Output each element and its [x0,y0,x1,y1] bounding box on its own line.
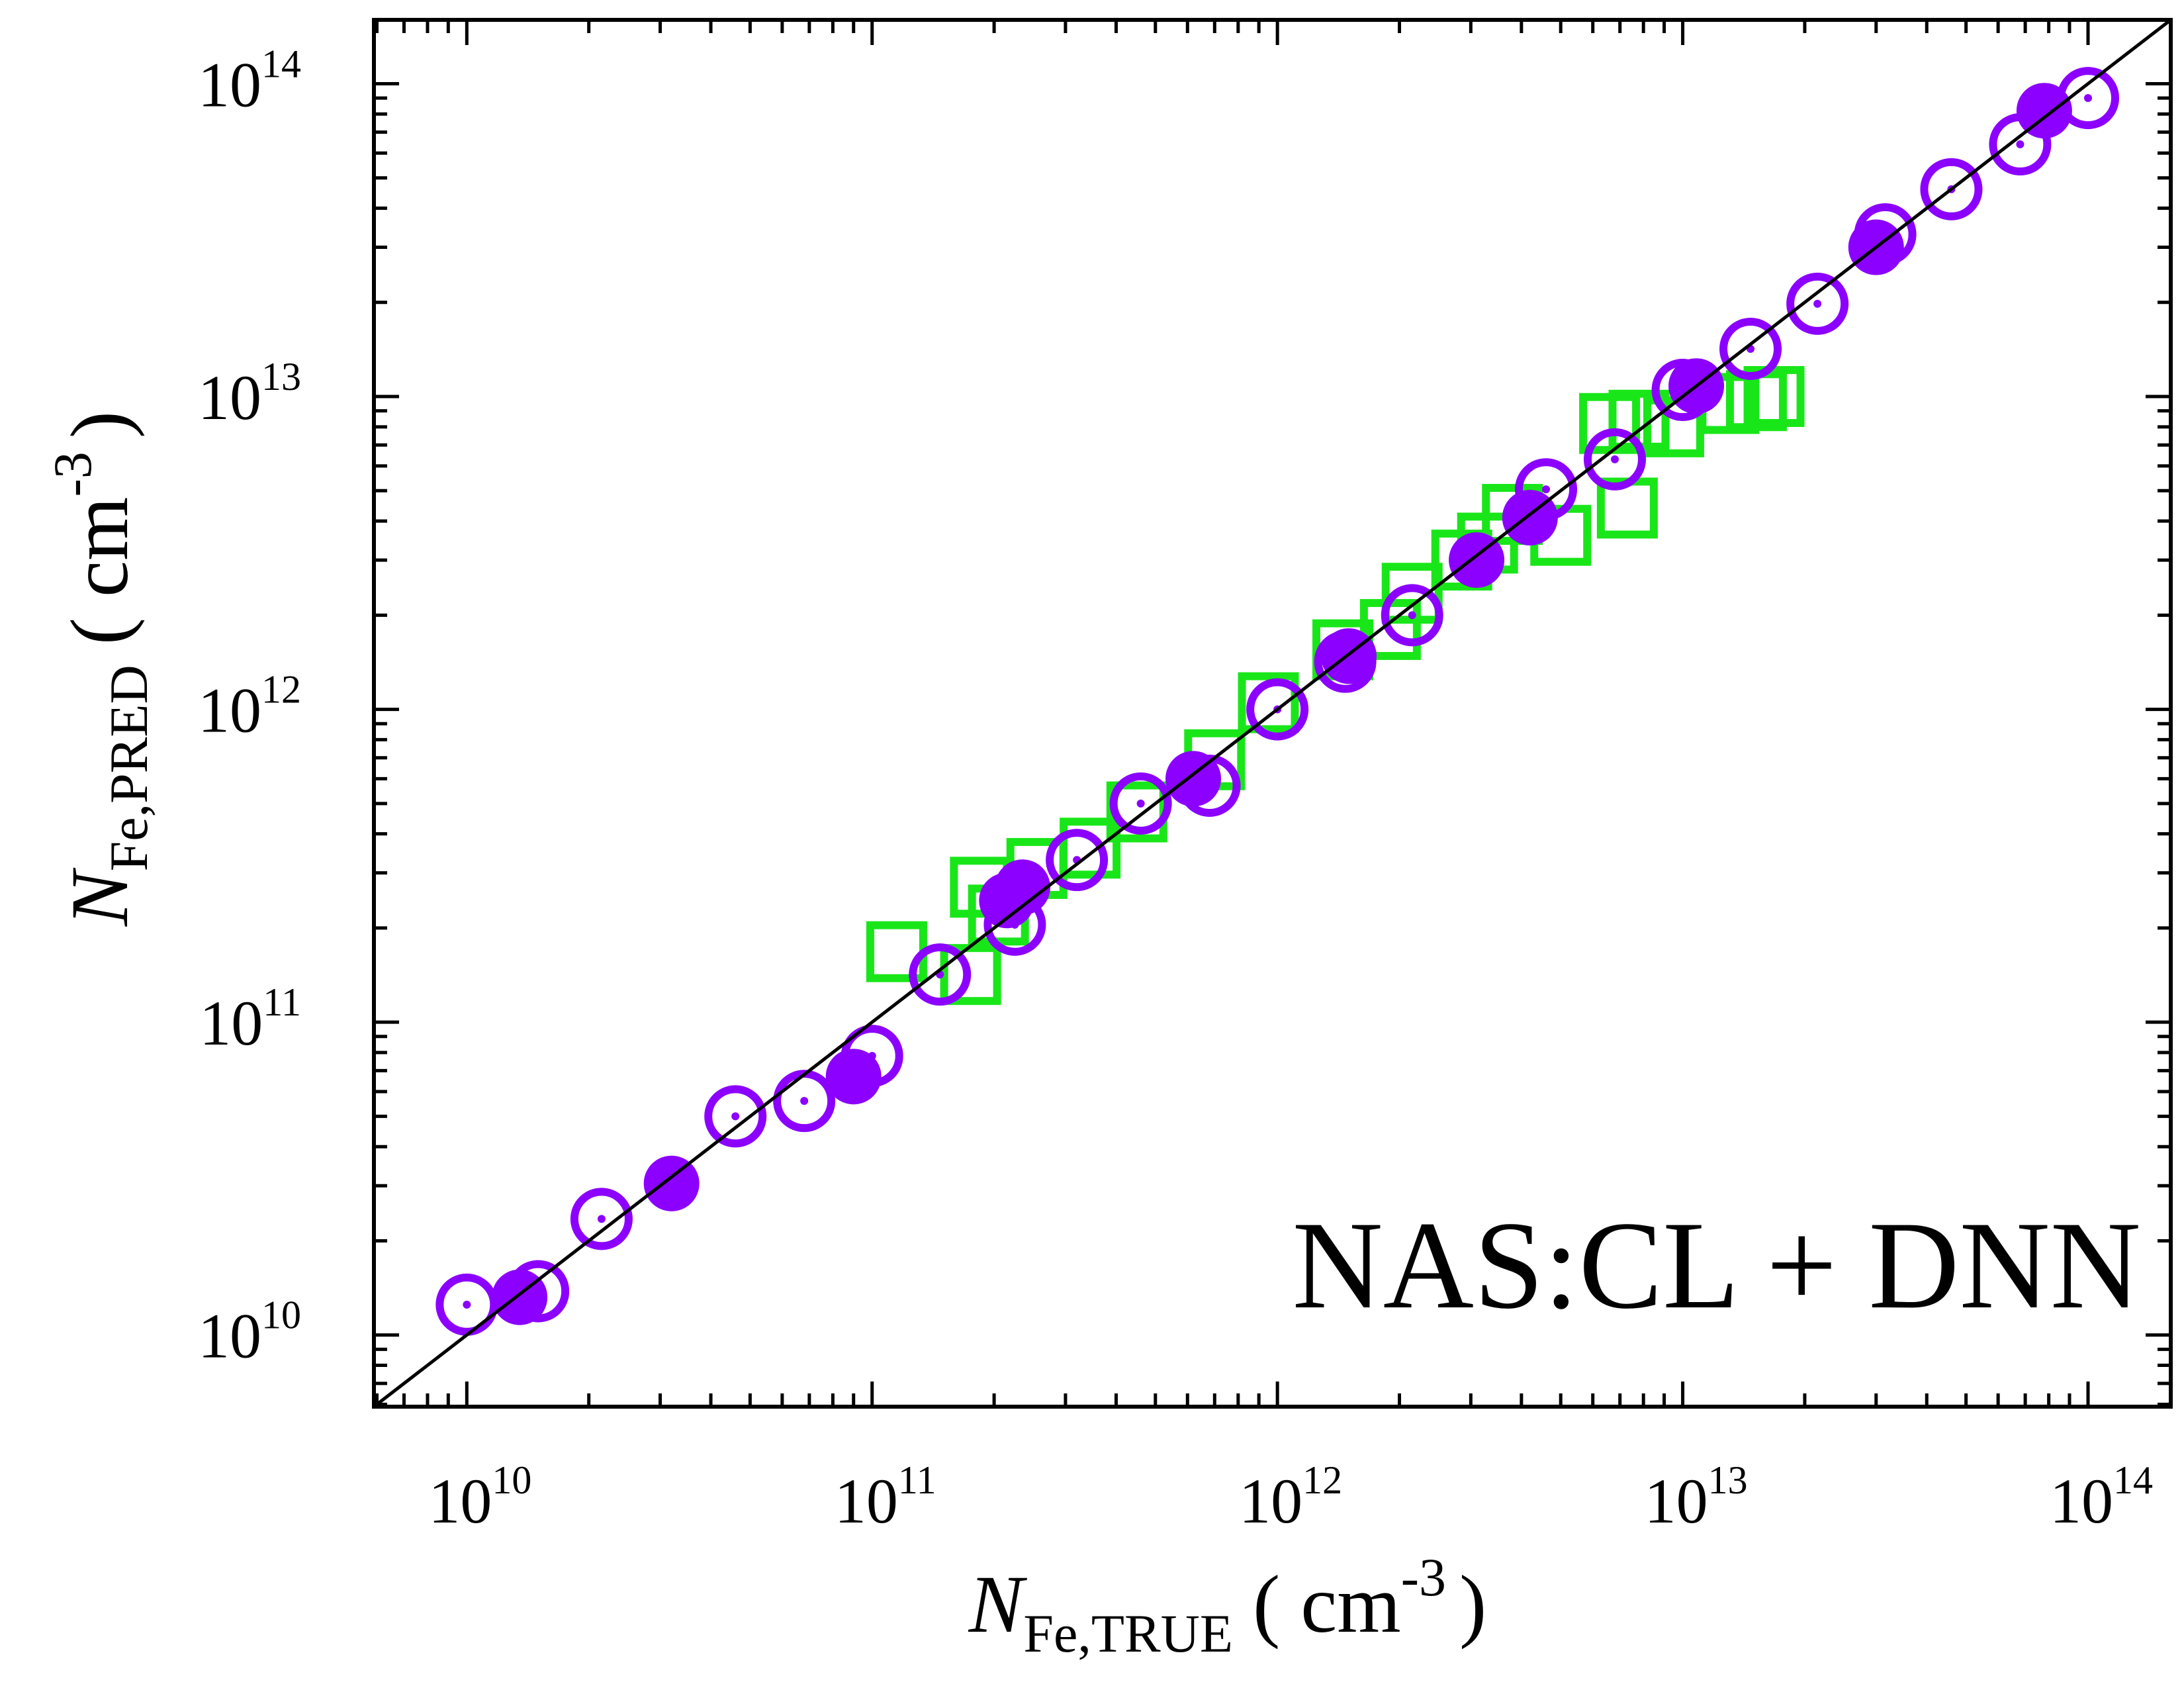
open-circle-point [1246,678,1309,741]
reference-line-y-equals-x [373,19,2172,1408]
open-square-point [1743,366,1805,428]
open-circle-center-dot [2016,140,2025,149]
open-circle-point [1786,272,1849,335]
plot-frame [372,18,2173,1409]
filled-circle-point [2016,83,2072,139]
y-tick-label: 1012 [198,668,301,746]
open-square-point [1381,563,1443,624]
open-circle-center-dot [1542,485,1551,494]
open-circle-point [1920,158,1983,220]
y-tick-label: 1010 [198,1293,301,1372]
open-circle-center-dot [1136,799,1145,808]
x-tick-label: 1014 [2050,1458,2153,1536]
open-circle-center-dot [731,1112,740,1121]
y-axis-title: NFe,PRED( cm-3) [42,411,159,927]
filled-circle-point [825,1049,882,1105]
open-circle-point [570,1188,633,1250]
x-axis-title: NFe,TRUE( cm-3) [968,1547,1487,1664]
y-tick-label: 1014 [198,42,301,120]
open-circle-center-dot [463,1300,471,1309]
open-circle-point [1719,318,1782,381]
open-circle-point [1381,584,1443,647]
open-square-point [1060,818,1121,879]
open-circle-center-dot [1813,299,1822,308]
y-tick-label: 1011 [199,980,301,1058]
y-tick-label: 1013 [198,355,301,433]
filled-circle-point [643,1155,700,1211]
open-circle-center-dot [800,1097,809,1105]
open-circle-point [1584,428,1647,491]
axis-ticks [374,20,2171,1407]
open-square-point [1238,672,1299,733]
filled-circle-point [994,859,1050,915]
x-tick-label: 1012 [1239,1458,1342,1536]
open-circle-center-dot [1408,611,1416,620]
open-circle-point [704,1085,767,1148]
open-circle-center-dot [597,1215,606,1223]
open-circle-center-dot [1611,455,1619,463]
open-circle-center-dot [2083,94,2092,103]
tick-labels: 1010 1011 1012 1013 1014 1010 1011 1012 1013 1014 [198,42,2153,1536]
chart-annotation: NAS:CL + DNN [1293,1196,2141,1335]
x-tick-label: 1011 [835,1458,936,1536]
x-tick-label: 1010 [428,1458,531,1536]
open-circle-point [1109,772,1172,835]
x-tick-label: 1013 [1645,1458,1748,1536]
open-circle-point [909,943,972,1006]
open-circle-point [1046,829,1109,892]
